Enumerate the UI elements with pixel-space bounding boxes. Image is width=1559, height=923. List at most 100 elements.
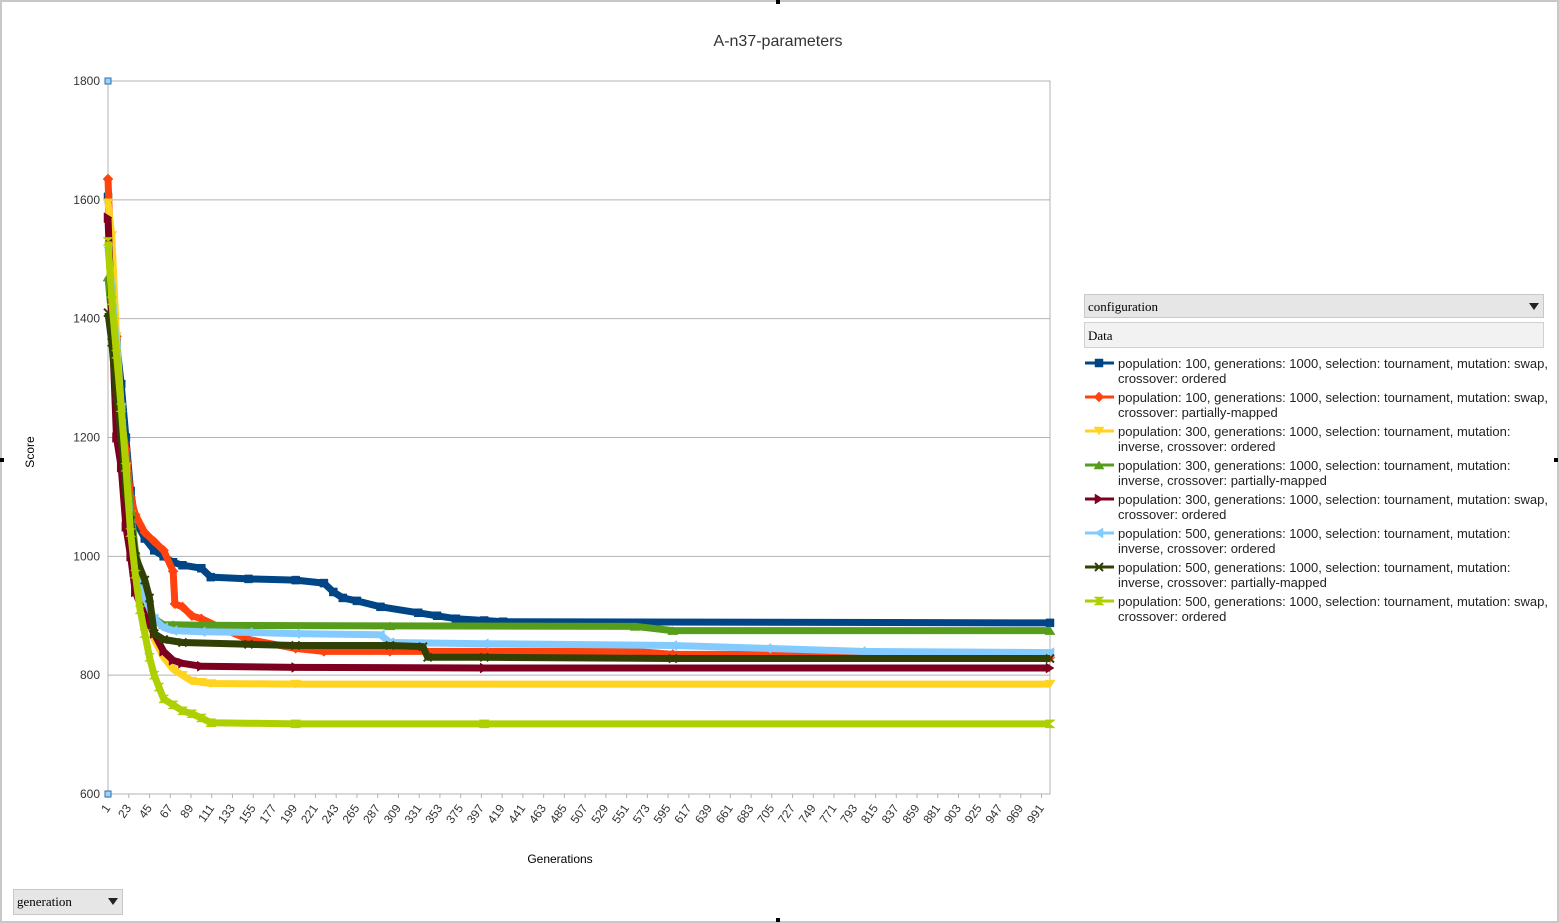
series-line-6 [104,247,1051,657]
legend-entry-7[interactable]: population: 500, generations: 1000, sele… [1084,560,1544,594]
data-point [668,640,678,651]
grid [104,77,1051,798]
data-point [479,662,489,674]
data-point [289,719,302,729]
data-point [120,462,132,472]
data-point [290,679,302,689]
x-tick-label: 793 [837,801,860,826]
data-point [197,660,206,672]
chart-title: A-n37-parameters [714,33,843,50]
data-point [129,569,142,579]
x-tick-label: 903 [941,801,964,826]
series-line-1 [104,196,1051,627]
legend-swatch-4 [1085,460,1114,470]
legend-label-1: population: 100, generations: 1000, sele… [1118,356,1549,386]
legend-entry-5[interactable]: population: 300, generations: 1000, sele… [1084,492,1548,526]
data-point [319,578,329,588]
data-point [140,575,150,585]
data-point [376,602,385,612]
resize-handle-left[interactable] [0,458,4,462]
data-point [376,629,385,641]
x-tick-label: 199 [277,801,300,826]
legend-entry-2[interactable]: population: 100, generations: 1000, sele… [1084,390,1548,424]
x-tick-label: 925 [962,801,985,826]
y-tick-label: 1000 [73,549,100,563]
x-tick-label: 463 [526,801,549,826]
legend-entry-3[interactable]: population: 300, generations: 1000, sele… [1084,424,1544,458]
data-point [478,719,490,729]
legend-label-8: population: 500, generations: 1000, sele… [1118,594,1549,624]
resize-handle-bottom[interactable] [776,918,780,922]
data-point [385,640,395,651]
data-point [291,575,300,585]
series-5 [103,212,1055,674]
data-point [196,626,206,638]
x-tick-label: 749 [796,801,819,826]
x-tick-label: 419 [485,801,508,826]
data-point [291,661,301,673]
legend-label-5: population: 300, generations: 1000, sele… [1118,492,1549,522]
resize-handle-right[interactable] [1554,458,1558,462]
legend-swatch-5 [1085,493,1114,505]
data-point [167,664,179,674]
data-point [176,706,189,716]
resize-handle-top[interactable] [776,0,780,4]
x-tick-label: 397 [464,801,487,826]
data-point [158,545,169,556]
y-tick-label: 800 [80,668,100,682]
x-tick-label: 265 [339,801,362,826]
y-tick-label: 600 [80,787,100,801]
data-point [178,560,187,570]
legend-swatch-8 [1085,596,1114,606]
x-tick-label: 309 [381,801,404,826]
data-point [112,432,121,443]
data-point [243,639,254,649]
data-point [1044,679,1056,689]
generation-dropdown[interactable]: generation [13,889,123,915]
chevron-down-icon[interactable] [1529,303,1539,310]
legend-swatch-6 [1085,527,1114,539]
data-field-box[interactable]: Data [1084,322,1544,348]
axis-handle [104,790,112,798]
x-tick-label: 859 [900,801,923,826]
data-point [139,527,151,538]
y-tick-label: 1800 [73,74,100,88]
data-point [1044,626,1056,635]
series-6 [103,241,1055,659]
data-point [121,521,131,533]
legend-entry-1[interactable]: population: 100, generations: 1000, sele… [1084,356,1548,390]
data-point [432,611,442,620]
series-3 [102,198,1056,689]
x-tick-label: 529 [588,801,611,826]
legend-swatch-7 [1085,562,1114,572]
x-axis-label: Generations [527,852,592,866]
x-tick-label: 67 [157,801,176,820]
data-point [103,212,113,224]
data-point [418,641,428,652]
x-tick-label: 111 [195,801,217,824]
data-point [1045,653,1055,664]
data-point [168,625,178,637]
data-point [479,652,489,663]
data-point [291,628,300,640]
chevron-down-icon[interactable] [108,898,118,905]
data-point [149,628,159,639]
data-point [384,621,396,631]
legend-entry-4[interactable]: population: 300, generations: 1000, sele… [1084,458,1544,492]
legend-entry-8[interactable]: population: 500, generations: 1000, sele… [1084,594,1548,628]
series-group [102,173,1056,729]
data-point [124,528,137,537]
x-tick-label: 595 [651,801,674,826]
data-point [110,350,123,359]
series-line-5 [104,217,1050,672]
series-8 [102,237,1056,729]
x-tick-label: 881 [920,801,943,826]
legend-entry-6[interactable]: population: 500, generations: 1000, sele… [1084,526,1544,560]
data-point [144,593,155,603]
x-tick-label: 617 [671,801,694,826]
data-point [762,642,772,654]
data-point [157,694,170,704]
configuration-dropdown[interactable]: configuration [1084,294,1544,318]
data-field-label: Data [1088,328,1113,343]
tick-labels: 600 800 1000 1200 1400 1600 1800 1 23 45 67 8911113… [73,74,1047,826]
